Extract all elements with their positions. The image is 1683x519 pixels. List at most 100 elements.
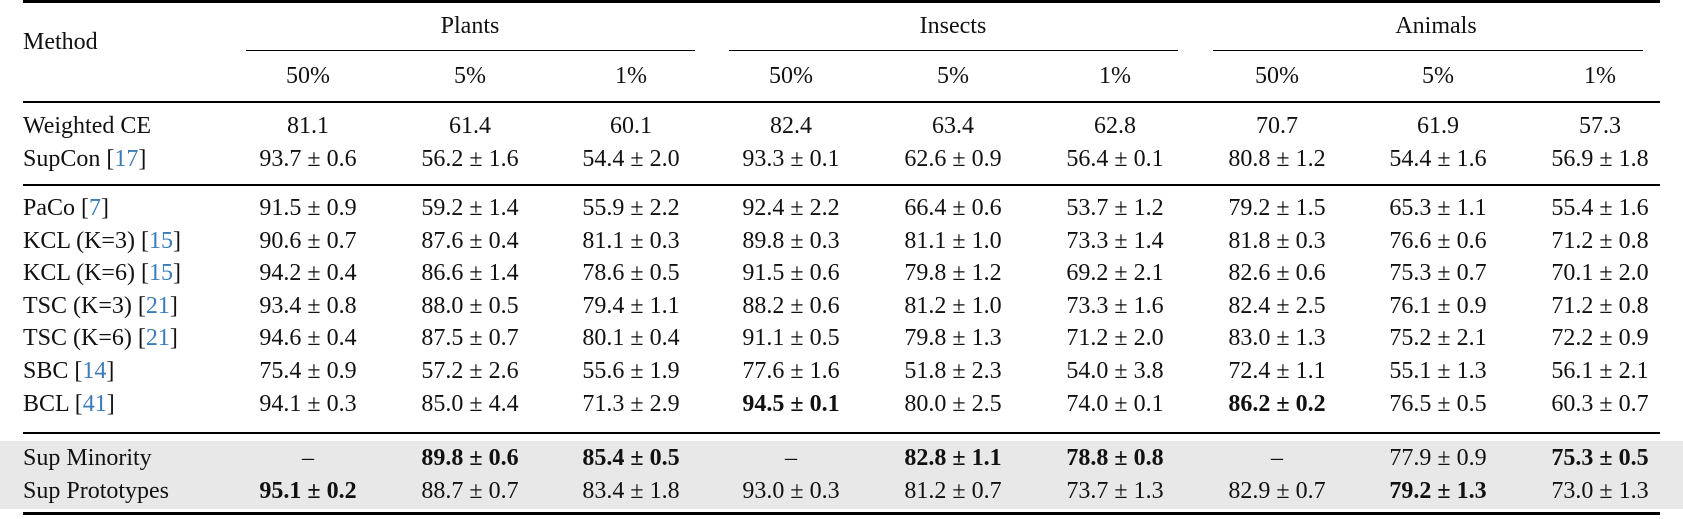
citation-link[interactable]: 15	[148, 260, 173, 287]
section-rule-1	[23, 184, 1660, 186]
table-cell: 63.4	[932, 113, 974, 139]
group-header-animals: Animals	[1395, 13, 1477, 39]
table-cell: 89.8 ± 0.6	[421, 445, 519, 471]
table-cell: 94.6 ± 0.4	[259, 325, 357, 352]
table-cell: 95.1 ± 0.2	[259, 477, 357, 504]
table-cell: 73.0 ± 1.3	[1551, 477, 1649, 504]
method-name: SupCon [17]	[23, 145, 147, 172]
table-cell: 91.1 ± 0.5	[742, 325, 840, 352]
table-cell: 86.2 ± 0.2	[1228, 390, 1326, 417]
table-cell: 79.8 ± 1.3	[904, 325, 1002, 352]
method-header: Method	[23, 29, 98, 55]
table-cell: 88.7 ± 0.7	[421, 477, 519, 504]
table-cell: 93.3 ± 0.1	[742, 145, 840, 172]
citation-link[interactable]: 15	[148, 227, 173, 254]
section-rule-2	[23, 432, 1660, 434]
table-cell: 94.2 ± 0.4	[259, 260, 357, 287]
table-cell: 73.7 ± 1.3	[1066, 477, 1164, 504]
table-cell: 54.0 ± 3.8	[1066, 358, 1164, 384]
table-cell: 54.4 ± 2.0	[582, 145, 680, 172]
table-cell: 62.6 ± 0.9	[904, 145, 1002, 172]
table-cell: 80.0 ± 2.5	[904, 390, 1002, 417]
subcolumn-header: 1%	[615, 63, 647, 89]
table-cell: 56.2 ± 1.6	[421, 145, 519, 172]
table-cell: 62.8	[1094, 113, 1136, 139]
table-cell: 78.8 ± 0.8	[1066, 445, 1164, 471]
citation-link[interactable]: 41	[82, 390, 107, 417]
subcolumn-header: 50%	[286, 63, 330, 89]
table-cell: 94.1 ± 0.3	[259, 390, 357, 417]
animals-cmidrule	[1213, 50, 1643, 52]
table-cell: 70.1 ± 2.0	[1551, 260, 1649, 287]
table-cell: 69.2 ± 2.1	[1066, 260, 1164, 287]
citation-link[interactable]: 21	[145, 325, 170, 352]
table-cell: 93.7 ± 0.6	[259, 145, 357, 172]
table-cell: 61.9	[1417, 113, 1459, 139]
table-cell: 82.4 ± 2.5	[1228, 292, 1326, 319]
table-cell: 79.2 ± 1.3	[1389, 477, 1487, 504]
table-cell: 80.1 ± 0.4	[582, 325, 680, 352]
subcolumn-header: 5%	[1422, 63, 1454, 89]
table-cell: 86.6 ± 1.4	[421, 260, 519, 287]
table-cell: 83.4 ± 1.8	[582, 477, 680, 504]
group-header-plants: Plants	[440, 13, 500, 39]
method-name: Sup Prototypes	[23, 475, 169, 507]
subcolumn-header: 50%	[769, 63, 813, 89]
table-cell: 76.5 ± 0.5	[1389, 390, 1487, 417]
table-cell: 75.3 ± 0.7	[1389, 260, 1487, 287]
table-cell: 81.2 ± 0.7	[904, 477, 1002, 504]
table-cell: 57.3	[1579, 113, 1621, 139]
table-cell: 75.4 ± 0.9	[259, 358, 357, 384]
table-cell: 80.8 ± 1.2	[1228, 145, 1326, 172]
table-cell: 55.6 ± 1.9	[582, 358, 680, 384]
citation-link[interactable]: 14	[82, 358, 107, 384]
table-cell: 79.8 ± 1.2	[904, 260, 1002, 287]
table-cell: 51.8 ± 2.3	[904, 358, 1002, 384]
table-cell: 55.4 ± 1.6	[1551, 195, 1649, 221]
citation-link[interactable]: 7	[89, 195, 102, 221]
group-header-insects: Insects	[919, 13, 987, 39]
table-cell: 73.3 ± 1.6	[1066, 292, 1164, 319]
table-cell: 82.9 ± 0.7	[1228, 477, 1326, 504]
table-cell: 75.2 ± 2.1	[1389, 325, 1487, 352]
table-cell: 71.2 ± 0.8	[1551, 227, 1649, 254]
table-cell: 72.2 ± 0.9	[1551, 325, 1649, 352]
method-name: Sup Minority	[23, 442, 152, 474]
method-name: Weighted CE	[23, 110, 151, 142]
table-cell: 82.4	[770, 113, 812, 139]
method-label: Sup Minority	[23, 445, 152, 471]
table-cell: 83.0 ± 1.3	[1228, 325, 1326, 352]
table-cell: 88.2 ± 0.6	[742, 292, 840, 319]
citation-link[interactable]: 17	[114, 145, 139, 172]
top-rule	[23, 0, 1660, 3]
table-cell: 71.2 ± 0.8	[1551, 292, 1649, 319]
table-cell: 57.2 ± 2.6	[421, 358, 519, 384]
table-cell: 81.1 ± 1.0	[904, 227, 1002, 254]
citation-link[interactable]: 21	[145, 292, 170, 319]
table-cell: 54.4 ± 1.6	[1389, 145, 1487, 172]
table-cell: 90.6 ± 0.7	[259, 227, 357, 254]
table-cell: 60.1	[610, 113, 652, 139]
table-cell: 89.8 ± 0.3	[742, 227, 840, 254]
table-cell: 76.6 ± 0.6	[1389, 227, 1487, 254]
table-cell: 88.0 ± 0.5	[421, 292, 519, 319]
method-name: PaCo [7]	[23, 195, 110, 221]
method-label: SupCon	[23, 145, 101, 172]
table-cell: 76.1 ± 0.9	[1389, 292, 1487, 319]
table-cell: 65.3 ± 1.1	[1389, 195, 1487, 221]
bottom-rule	[23, 512, 1660, 515]
table-cell: 61.4	[449, 113, 491, 139]
subcolumn-header: 1%	[1099, 63, 1131, 89]
table-cell: 53.7 ± 1.2	[1066, 195, 1164, 221]
table-cell: 72.4 ± 1.1	[1228, 358, 1326, 384]
table-cell: 82.6 ± 0.6	[1228, 260, 1326, 287]
table-cell: 77.6 ± 1.6	[742, 358, 840, 384]
method-label: TSC (K=6)	[23, 325, 132, 352]
table-cell: 93.4 ± 0.8	[259, 292, 357, 319]
method-label: Weighted CE	[23, 113, 152, 139]
table-cell: 73.3 ± 1.4	[1066, 227, 1164, 254]
table-cell: 71.3 ± 2.9	[582, 390, 680, 417]
method-label: BCL	[23, 390, 69, 417]
header-rule	[23, 101, 1660, 103]
table-cell: 79.4 ± 1.1	[582, 292, 680, 319]
